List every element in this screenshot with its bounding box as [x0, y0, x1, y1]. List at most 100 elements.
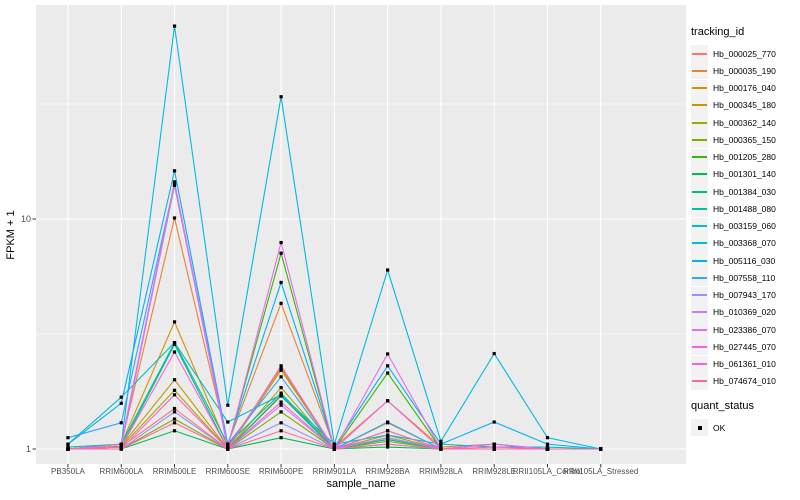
legend-items: Hb_000025_770 Hb_000035_190 Hb_000176_040 H…: [691, 45, 799, 390]
data-point: [172, 350, 177, 354]
legend-item-Hb_023386_070: Hb_023386_070: [691, 321, 799, 339]
data-point: [545, 445, 550, 449]
legend-item-Hb_007558_110: Hb_007558_110: [691, 269, 799, 287]
legend-line-icon: [692, 87, 707, 90]
legend-line-icon: [692, 259, 707, 262]
data-point: [492, 420, 496, 424]
data-point: [279, 95, 283, 99]
legend-key-swatch: [691, 165, 708, 183]
quant-key-swatch: [691, 419, 708, 437]
legend-item-label: Hb_027445_070: [713, 341, 776, 352]
data-point: [386, 268, 390, 272]
legend-line-icon: [692, 242, 707, 245]
legend-item-label: Hb_000025_770: [713, 48, 776, 59]
legend-line-icon: [692, 311, 707, 314]
legend-item-Hb_000365_150: Hb_000365_150: [691, 131, 799, 149]
data-point: [119, 401, 123, 405]
data-point: [545, 442, 550, 446]
legend-item-label: Hb_001301_140: [713, 169, 776, 180]
legend-line-icon: [692, 380, 707, 383]
legend-item-Hb_001384_030: Hb_001384_030: [691, 183, 799, 201]
legend-key-swatch: [691, 303, 708, 321]
data-point: [279, 280, 283, 285]
data-point: [439, 447, 443, 451]
data-point: [332, 442, 336, 446]
legend-item-Hb_001205_280: Hb_001205_280: [691, 148, 799, 166]
data-point: [226, 447, 230, 451]
data-point: [279, 410, 283, 414]
x-tick-label: RRIM928BA: [365, 467, 410, 476]
y-tick-label: 10: [20, 214, 31, 224]
quant-legend-items: OK: [691, 419, 799, 437]
legend-item-label: Hb_007558_110: [713, 272, 776, 283]
data-point: [226, 442, 230, 446]
data-point: [386, 352, 390, 356]
legend-item-label: Hb_074674_010: [713, 376, 776, 387]
legend-item-label: Hb_061361_010: [713, 359, 776, 370]
x-tick-label: RRII105LA_Control: [512, 467, 583, 476]
data-point: [439, 442, 443, 446]
x-tick-label: RRIM600PE: [258, 467, 304, 476]
data-point: [386, 433, 390, 437]
legend-item-label: Hb_007943_170: [713, 290, 776, 301]
legend-key-swatch: [691, 96, 708, 114]
data-point: [279, 421, 283, 425]
data-point: [492, 445, 496, 449]
data-point: [386, 420, 390, 424]
quant-item-label: OK: [713, 422, 726, 433]
legend-item-Hb_000035_190: Hb_000035_190: [691, 62, 799, 80]
x-tick-label: RRIM928LA: [419, 467, 463, 476]
legend-item-label: Hb_001384_030: [713, 186, 776, 197]
data-point: [386, 437, 390, 442]
legend: tracking_id Hb_000025_770 Hb_000035_190 Hb…: [691, 26, 799, 437]
legend-key-swatch: [691, 269, 708, 287]
legend-key-swatch: [691, 252, 708, 270]
legend-key-swatch: [691, 114, 708, 132]
data-point: [439, 445, 443, 449]
legend-line-icon: [692, 328, 707, 331]
legend-item-Hb_000345_180: Hb_000345_180: [691, 96, 799, 114]
x-tick-label: RRIM600LE: [152, 467, 197, 476]
legend-item-Hb_001488_080: Hb_001488_080: [691, 200, 799, 218]
y-tick-label: 1: [25, 444, 31, 454]
data-point: [279, 364, 283, 368]
legend-item-Hb_000025_770: Hb_000025_770: [691, 45, 799, 63]
data-point: [386, 436, 390, 440]
legend-line-icon: [692, 156, 707, 159]
data-point: [279, 385, 283, 390]
legend-key-swatch: [691, 200, 708, 218]
legend-title-quant-status: quant_status: [691, 400, 754, 412]
data-point: [119, 447, 123, 451]
legend-line-icon: [692, 294, 707, 297]
legend-key-swatch: [691, 234, 708, 252]
data-point: [172, 421, 177, 425]
legend-item-Hb_000362_140: Hb_000362_140: [691, 114, 799, 132]
x-tick-label: RRIM928LE: [472, 467, 516, 476]
data-point: [279, 393, 283, 397]
data-point: [172, 393, 177, 397]
legend-item-Hb_000176_040: Hb_000176_040: [691, 79, 799, 97]
legend-key-swatch: [691, 286, 708, 304]
x-tick-label: PB350LA: [51, 467, 85, 476]
legend-item-label: Hb_001488_080: [713, 203, 776, 214]
legend-item-label: Hb_005116_030: [713, 255, 776, 266]
data-point: [172, 341, 177, 345]
data-point: [172, 24, 177, 28]
data-point: [492, 442, 496, 446]
data-point: [172, 410, 177, 414]
data-point: [279, 301, 283, 305]
legend-key-swatch: [691, 131, 708, 149]
x-tick-label: RRIM600LA: [99, 467, 144, 476]
data-point: [279, 429, 283, 433]
legend-item-label: Hb_000176_040: [713, 83, 776, 94]
x-axis-title: sample_name: [326, 478, 396, 490]
legend-key-swatch: [691, 355, 708, 373]
data-point: [172, 182, 177, 186]
data-point: [172, 180, 177, 184]
data-point: [172, 216, 177, 220]
legend-item-Hb_007943_170: Hb_007943_170: [691, 286, 799, 304]
legend-key-swatch: [691, 372, 708, 390]
legend-line-icon: [692, 207, 707, 210]
data-point: [66, 447, 70, 451]
